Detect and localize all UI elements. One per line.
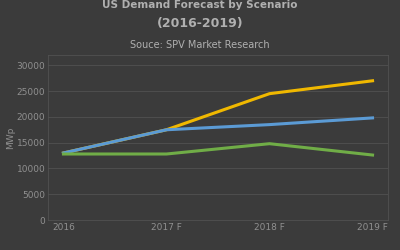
Text: Souce: SPV Market Research: Souce: SPV Market Research (130, 40, 270, 50)
Text: (2016-2019): (2016-2019) (157, 18, 243, 30)
Y-axis label: MWp: MWp (6, 126, 15, 149)
Text: US Demand Forecast by Scenario: US Demand Forecast by Scenario (102, 0, 298, 10)
